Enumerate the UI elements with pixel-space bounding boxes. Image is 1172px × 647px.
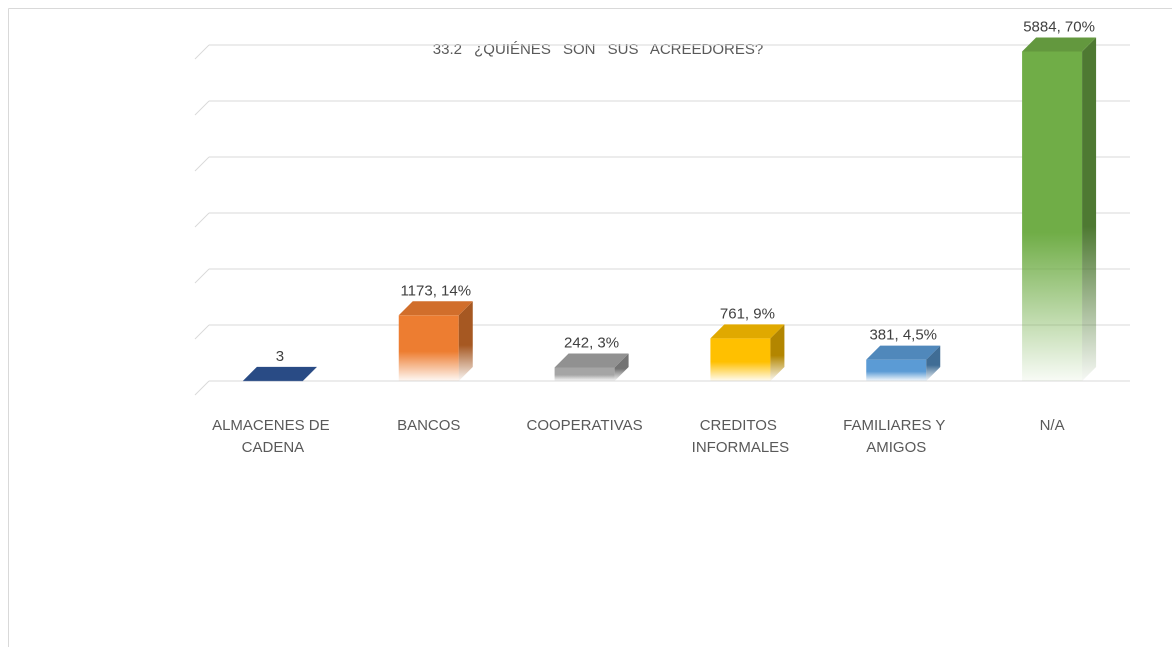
bar-top [1022,37,1097,52]
grid-line [194,268,210,284]
bar-front [1022,51,1083,381]
grid-line [194,324,210,340]
data-label: 242, 3% [564,334,619,351]
bar-front [242,380,303,382]
data-label: 5884, 70% [1023,18,1095,35]
x-tick-label: ALMACENES DE CADENA [212,417,334,456]
bar-top [866,345,941,360]
bar-front [710,338,771,381]
data-label: 1173, 14% [400,282,471,299]
grid-line [194,100,210,116]
bar-side [614,353,629,381]
x-tick-label: FAMILIARES Y AMIGOS [843,417,949,456]
x-tick-label: CREDITOS INFORMALES [692,417,790,456]
bar-side [302,366,317,381]
bar-side [1082,37,1097,381]
bar-side [926,345,941,381]
x-tick-label: N/A [1040,417,1065,434]
data-label: 761, 9% [720,305,775,322]
grid-line [194,156,210,172]
grid-line [194,380,210,396]
bar-top [554,353,629,368]
bar-top [398,301,473,316]
data-label: 3 [276,348,284,365]
x-tick-label: BANCOS [397,417,460,434]
bar-front [866,359,927,381]
bar-side [770,324,785,381]
chart-title: 33.2 ¿QUIÉNES SON SUS ACREEDORES? [433,41,763,58]
x-tick-label: COOPERATIVAS [527,417,643,434]
bar-top [242,366,317,381]
bar-side [458,301,473,381]
bar-front [398,315,459,381]
bar-front [554,367,615,381]
grid-line [194,44,210,60]
data-label: 381, 4,5% [869,327,937,344]
bar-top [710,324,785,339]
grid-line [194,212,210,228]
